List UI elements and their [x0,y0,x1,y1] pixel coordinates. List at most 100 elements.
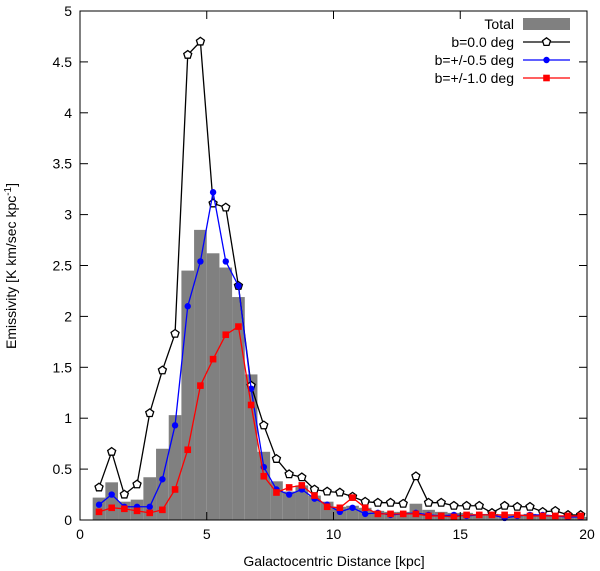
data-point [159,506,166,514]
y-tick-label: 4 [64,105,72,121]
data-point [360,496,370,506]
y-tick-label: 0 [64,512,72,528]
data-point [450,513,458,521]
data-point [412,510,420,518]
y-tick-label: 1.5 [53,359,73,375]
series-1 [94,36,586,519]
data-point [197,258,204,265]
data-point [543,56,550,64]
data-point [577,512,584,520]
histogram-bar [105,482,119,520]
y-tick-label: 5 [64,3,72,19]
legend-label-series: b=0.0 deg [451,34,514,50]
histogram-bar [206,253,220,520]
data-point [474,500,485,510]
data-point [209,189,217,196]
data-point [437,512,445,520]
data-point [159,476,166,483]
data-point [95,508,103,516]
data-point [475,511,483,519]
data-point [501,511,508,519]
x-tick-label: 20 [579,526,595,542]
data-point [423,497,434,507]
axis-ticks [79,10,588,521]
data-point [157,365,168,375]
data-point [311,492,318,499]
legend: Total b=0.0 deg b=+/-0.5 deg b=+/-1.0 deg [435,16,570,86]
axis-tick-labels: 0 5 10 15 20 0 0.5 1 1.5 2 2.5 3 3.5 4 4.5 5 [53,3,595,542]
data-point [273,489,280,496]
data-point [106,446,117,456]
data-point [171,422,179,429]
data-point [94,482,104,492]
data-point [525,501,535,511]
data-point [461,500,472,510]
data-point [197,382,204,389]
x-tick-label: 15 [452,526,468,542]
data-point [387,510,394,518]
histogram-bar [219,267,233,520]
data-point [235,282,242,290]
histogram-bar [295,485,309,520]
y-axis-title-end: ] [3,183,19,187]
data-point [539,512,546,520]
data-point [399,510,407,518]
plot-frame [79,10,588,521]
data-point [259,420,269,430]
data-point [285,484,293,491]
series-lines [94,36,586,522]
data-point [284,469,294,479]
histogram-bar [244,374,258,520]
data-point [182,49,193,59]
data-point [543,74,550,82]
legend-label-series: b=+/-1.0 deg [435,70,514,86]
histogram-bar [143,477,157,520]
y-axis-title: Emissivity [K km/sec kpc-1] [3,183,20,349]
data-point [170,328,180,338]
data-point [121,505,128,513]
data-point [285,491,293,498]
y-tick-label: 3.5 [53,156,73,172]
x-axis-title: Galactocentric Distance [kpc] [243,553,424,569]
data-point [235,323,242,330]
data-point [108,491,115,498]
data-point [335,487,345,497]
data-point [398,498,408,508]
data-point [322,486,332,496]
data-point [260,472,268,480]
legend-label-total: Total [484,16,514,32]
data-point [184,303,191,310]
histogram-bar [232,297,245,520]
data-point [425,512,432,520]
y-axis-title-main: Emissivity [K km/sec kpc [3,196,19,349]
data-point [171,486,179,493]
data-point [95,501,103,508]
data-point [221,202,231,212]
data-point [488,511,496,519]
data-point [552,512,559,520]
data-point [222,331,230,339]
data-point [298,482,306,489]
y-tick-label: 3 [64,207,72,223]
data-point [184,446,192,454]
data-point [526,512,534,520]
data-point [336,504,344,512]
data-point [222,258,229,265]
data-point [209,355,217,363]
data-point [436,497,446,507]
x-tick-label: 10 [326,526,342,542]
data-point [349,494,356,501]
data-point [411,471,421,481]
data-point [133,507,141,515]
y-tick-label: 0.5 [53,461,73,477]
data-point [513,511,521,519]
legend-label-series: b=+/-0.5 deg [435,52,514,68]
y-tick-label: 2.5 [53,258,73,274]
y-axis-title-superscript: -1 [3,186,14,195]
data-point [361,510,369,518]
data-point [108,504,115,512]
data-point [373,497,383,507]
data-point [297,472,307,482]
histogram-bar [282,491,296,520]
x-tick-label: 5 [203,526,211,542]
